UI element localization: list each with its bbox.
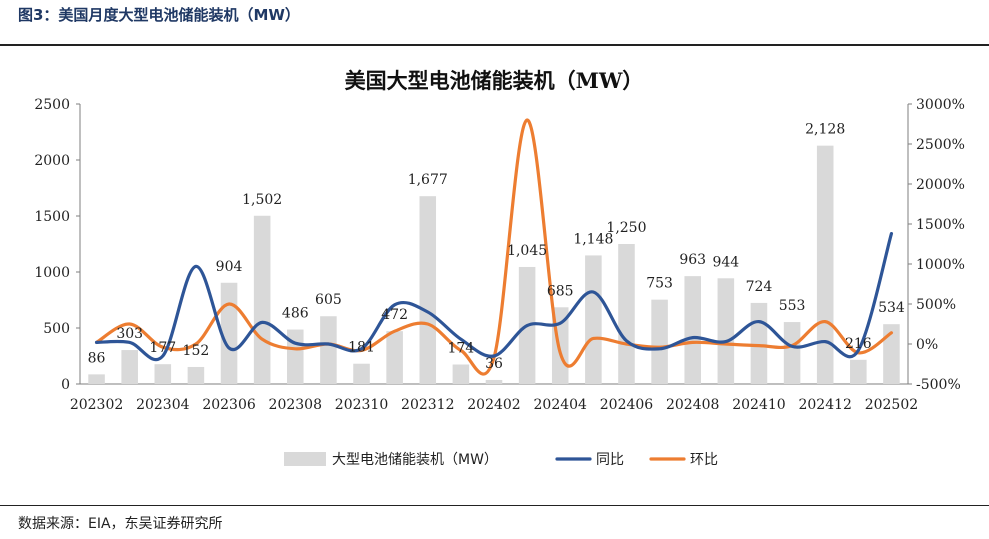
bar-data-label: 753 xyxy=(646,276,673,292)
y-right-tick-label: 1500% xyxy=(916,217,965,233)
x-tick-label: 202304 xyxy=(136,397,190,413)
legend-label: 同比 xyxy=(596,452,624,468)
series-line-yoy xyxy=(94,232,894,362)
top-rule xyxy=(0,44,989,46)
bar xyxy=(585,255,602,384)
bar xyxy=(154,364,172,384)
y-left-tick-label: 1500 xyxy=(34,209,70,225)
bar-data-label: 1,045 xyxy=(507,243,547,259)
y-right-tick-label: 2500% xyxy=(916,137,965,153)
bar xyxy=(386,331,403,384)
bar-data-label: 177 xyxy=(149,340,176,356)
x-tick-label: 202310 xyxy=(335,397,388,413)
bar-data-label: 86 xyxy=(88,350,106,366)
bar-data-label: 685 xyxy=(547,283,574,299)
bar xyxy=(253,215,271,384)
x-tick-label: 202306 xyxy=(202,397,256,413)
bar xyxy=(220,282,238,384)
y-right-tick-label: 500% xyxy=(916,297,956,313)
bar xyxy=(684,276,701,384)
bar xyxy=(750,302,768,384)
bar xyxy=(850,359,867,384)
bar-data-label: 605 xyxy=(315,292,342,308)
x-tick-label: 202312 xyxy=(401,397,454,413)
bar-data-label: 1,148 xyxy=(573,231,613,247)
plot-area: 0 500 1000 1500 2000 2500 -500% 0% 500% 1000% 1500… xyxy=(34,97,965,413)
bar xyxy=(287,329,304,384)
bar xyxy=(783,322,801,384)
bar-data-label: 303 xyxy=(116,326,143,342)
bar-data-label: 2,128 xyxy=(805,122,845,138)
x-tick-label: 202502 xyxy=(865,397,918,413)
y-right-tick-label: 1000% xyxy=(916,257,965,273)
bar xyxy=(717,278,735,384)
bar-data-label: 553 xyxy=(779,298,806,314)
legend: 大型电池储能装机（MW） 同比 环比 xyxy=(284,452,718,468)
x-tick-label: 202302 xyxy=(70,397,123,413)
x-tick-label: 202412 xyxy=(798,397,851,413)
y-left-tick-label: 500 xyxy=(43,321,70,337)
bar xyxy=(816,145,834,384)
legend-label: 大型电池储能装机（MW） xyxy=(332,452,498,468)
bar xyxy=(618,244,635,384)
bar-data-label: 181 xyxy=(348,340,375,356)
legend-label: 环比 xyxy=(690,452,718,468)
bar-data-label: 534 xyxy=(878,300,905,316)
bar-data-label: 1,502 xyxy=(242,192,282,208)
bar xyxy=(187,366,205,384)
bar-data-label: 724 xyxy=(746,279,773,295)
bar xyxy=(452,364,470,384)
bar xyxy=(121,350,138,384)
y-left-tick-label: 1000 xyxy=(34,265,70,281)
figure-label: 图3：美国月度大型电池储能装机（MW） xyxy=(18,6,300,24)
bar-data-label: 152 xyxy=(183,343,210,359)
legend-swatch-bar xyxy=(284,452,326,466)
bottom-rule xyxy=(0,505,989,506)
bar xyxy=(353,363,370,384)
bar xyxy=(485,379,503,384)
y-right-tick-label: 3000% xyxy=(916,97,965,113)
chart-title: 美国大型电池储能装机（MW） xyxy=(345,68,644,93)
y-left-tick-label: 2500 xyxy=(34,97,70,113)
bar-data-label: 472 xyxy=(381,307,408,323)
x-tick-label: 202308 xyxy=(269,397,322,413)
bar-data-label: 216 xyxy=(845,336,872,352)
bar-data-label: 174 xyxy=(448,341,475,357)
bar-data-label: 1,677 xyxy=(408,172,448,188)
x-tick-label: 202410 xyxy=(732,397,785,413)
chart: 美国大型电池储能装机（MW） 0 500 1000 1500 2000 2500 -500%… xyxy=(34,68,965,468)
x-tick-label: 202408 xyxy=(666,397,719,413)
x-tick-label: 202404 xyxy=(534,397,588,413)
bar-data-label: 486 xyxy=(282,306,309,322)
series-line-mom xyxy=(94,118,894,376)
bar xyxy=(88,374,105,384)
bar xyxy=(419,196,437,384)
bar-data-label: 963 xyxy=(679,252,706,268)
y-right-tick-label: 2000% xyxy=(916,177,965,193)
bar-data-label: 1,250 xyxy=(606,220,646,236)
bar-data-label: 36 xyxy=(485,356,503,372)
bar xyxy=(320,316,337,384)
x-tick-label: 202406 xyxy=(600,397,654,413)
bar xyxy=(883,324,900,384)
y-right-tick-label: -500% xyxy=(916,377,961,393)
y-left-tick-label: 0 xyxy=(61,377,70,393)
y-right-tick-label: 0% xyxy=(916,337,938,353)
bar xyxy=(651,299,668,384)
bar-data-label: 944 xyxy=(712,254,739,270)
bar-data-label: 904 xyxy=(216,259,243,275)
source-note: 数据来源：EIA，东吴证券研究所 xyxy=(18,516,223,532)
x-tick-label: 202402 xyxy=(467,397,520,413)
y-left-tick-label: 2000 xyxy=(34,153,70,169)
